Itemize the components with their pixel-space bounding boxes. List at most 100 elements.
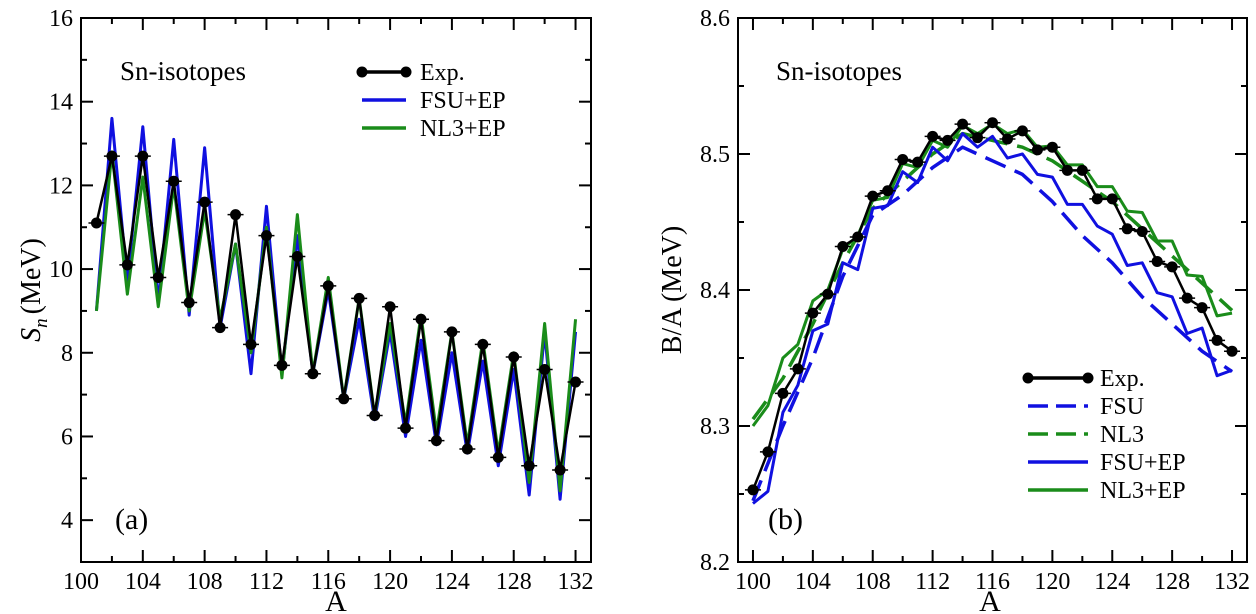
data-point [461, 443, 473, 455]
data-point [912, 156, 924, 168]
series-line-fsu-ep [752, 132, 1233, 505]
panel-a-x-axis-label: A [325, 585, 347, 614]
data-point [369, 410, 381, 422]
panel-b-series-layer [744, 117, 1241, 505]
panel-b-y-axis-label: B/A (MeV) [657, 226, 688, 354]
panel-a-sn-chart: 100 104 108 112 116 120 124 128 132 46810121416 … [16, 6, 594, 614]
data-point [867, 190, 879, 202]
data-point [400, 422, 412, 434]
legend-label: FSU+EP [420, 88, 506, 114]
data-point [1121, 223, 1133, 235]
legend-marker [356, 66, 368, 78]
panel-b-x-ticks: 100 104 108 112 116 120 124 128 132 [735, 18, 1250, 595]
data-point [837, 240, 849, 252]
data-point [322, 280, 334, 292]
y-tick-label: 8.4 [700, 278, 730, 304]
x-tick-label: 120 [372, 569, 408, 595]
data-point [987, 117, 998, 129]
legend-label: Exp. [420, 60, 465, 86]
series-line-exp- [751, 121, 1233, 491]
data-point [1226, 345, 1238, 357]
panel-b-label: (b) [768, 503, 803, 536]
data-point [183, 297, 195, 309]
x-tick-label: 128 [496, 569, 532, 595]
x-tick-label: 128 [1154, 569, 1190, 595]
series-line-fsu-ep [94, 116, 578, 501]
series-line-exp- [95, 154, 577, 472]
panel-a-plot-frame [80, 17, 592, 563]
data-point [106, 150, 118, 162]
y-tick-label: 8.3 [700, 414, 730, 440]
y-tick-label: 8.6 [700, 6, 730, 32]
data-point [1076, 164, 1088, 176]
data-point [276, 359, 288, 371]
data-point [245, 338, 257, 350]
panel-b-binding-energy-chart: 100 104 108 112 116 120 124 128 132 8.2 8.3 8.4 8.5… [657, 6, 1250, 614]
data-point [415, 313, 427, 325]
data-point [492, 451, 504, 463]
panel-a-annotation: Sn-isotopes [120, 56, 246, 86]
panel-a-x-ticks: 100 104 108 112 116 120 124 128 132 [63, 18, 594, 595]
data-point [762, 446, 774, 458]
series-line-nl3-ep [751, 122, 1233, 427]
y-tick-label: 6 [61, 424, 73, 450]
x-tick-label: 100 [63, 569, 99, 595]
x-tick-label: 112 [249, 569, 284, 595]
data-point [747, 484, 759, 496]
x-tick-label: 120 [1034, 569, 1070, 595]
data-point [927, 130, 939, 142]
data-point [307, 368, 319, 380]
y-tick-label: 16 [49, 6, 73, 32]
svg-text:Sn(MeV): Sn (MeV) [16, 238, 52, 342]
data-point [957, 118, 969, 130]
data-point [897, 153, 909, 165]
legend-label: NL3 [1100, 422, 1144, 448]
data-point [260, 230, 272, 242]
data-point [1151, 255, 1163, 267]
x-tick-label: 108 [855, 569, 891, 595]
x-tick-label: 132 [558, 569, 594, 595]
data-point [214, 322, 226, 334]
data-point [1211, 334, 1223, 346]
data-point [852, 231, 864, 243]
panel-b-y-ticks: 8.2 8.3 8.4 8.5 8.6 [700, 6, 1247, 576]
legend-label: NL3+EP [1100, 478, 1186, 504]
data-point [792, 363, 804, 375]
legend-marker [1082, 372, 1094, 384]
data-point [477, 338, 489, 350]
data-point [1016, 125, 1028, 137]
x-tick-label: 116 [975, 569, 1010, 595]
data-point [446, 326, 458, 338]
data-point [972, 132, 984, 144]
panel-a-series-layer [88, 116, 584, 501]
data-point [882, 185, 894, 197]
data-point [777, 387, 789, 399]
data-point [942, 134, 954, 146]
panel-b-x-axis-label: A [979, 585, 1001, 614]
data-point [1166, 261, 1178, 273]
data-point [230, 209, 242, 221]
x-tick-label: 124 [1094, 569, 1130, 595]
x-tick-label: 116 [311, 569, 346, 595]
data-point [90, 217, 102, 229]
x-tick-label: 108 [187, 569, 223, 595]
data-point [430, 435, 442, 447]
y-tick-label: 14 [49, 90, 73, 116]
data-point [539, 364, 551, 376]
y-tick-label: 8 [61, 341, 73, 367]
data-point [1061, 164, 1073, 176]
data-point [1136, 226, 1148, 238]
y-tick-label: 4 [61, 508, 73, 534]
data-point [554, 464, 566, 476]
data-point [1181, 292, 1193, 304]
data-point [523, 460, 535, 472]
data-point [168, 175, 180, 187]
legend-label: FSU+EP [1100, 450, 1186, 476]
y-tick-label: 8.5 [700, 142, 730, 168]
data-point [291, 251, 303, 263]
x-tick-label: 124 [434, 569, 470, 595]
data-point [508, 351, 520, 363]
legend-label: Exp. [1100, 366, 1145, 392]
